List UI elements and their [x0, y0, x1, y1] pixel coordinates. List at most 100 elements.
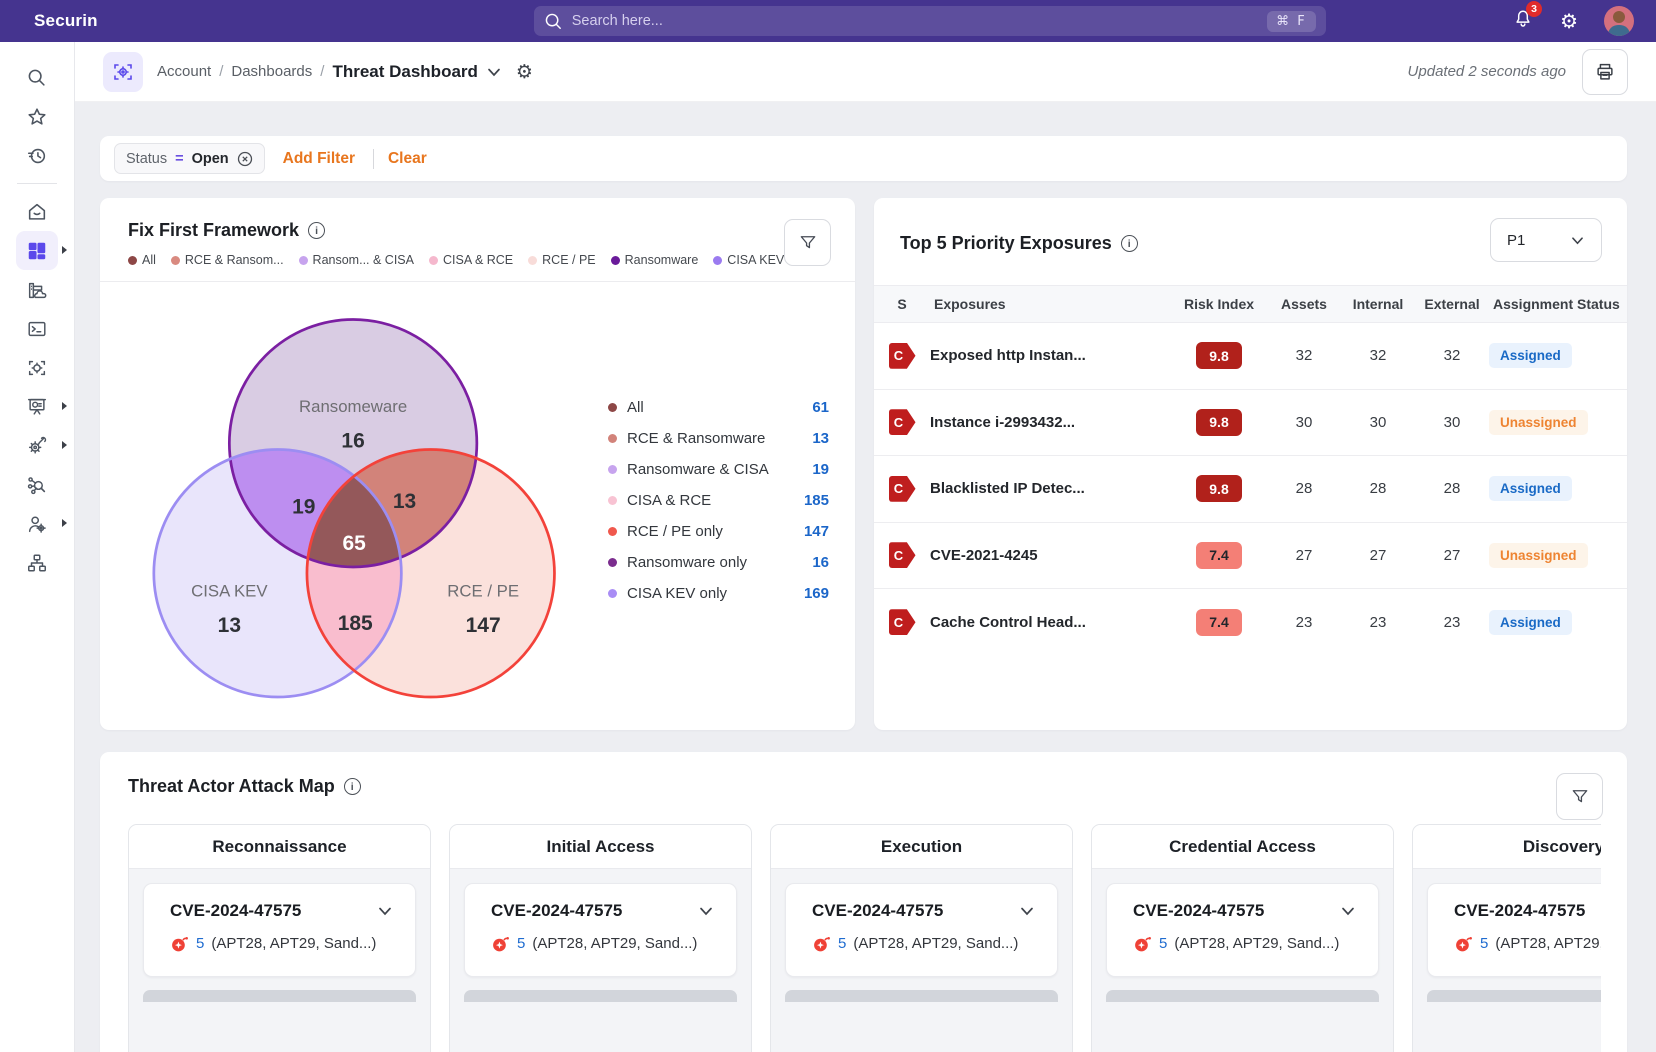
legend-chip[interactable]: RCE / PE — [528, 253, 596, 267]
cve-id[interactable]: CVE-2024-47575 — [491, 901, 623, 920]
legend-chip[interactable]: CISA KEV — [713, 253, 784, 267]
legend-chip[interactable]: CISA & RCE — [428, 253, 513, 267]
home-icon — [28, 203, 46, 220]
sidebar-item-asset-inventory[interactable] — [16, 270, 58, 309]
flyout-arrow-icon — [62, 441, 67, 449]
venn-diagram[interactable]: Ransomeware 16 CISA KEV 13 RCE / PE 147 … — [120, 288, 582, 718]
legend-chip[interactable]: All — [128, 253, 156, 267]
table-row[interactable]: C Exposed http Instan... 9.8 32 32 32 As… — [874, 323, 1627, 390]
search-input[interactable] — [571, 13, 1268, 29]
attack-map-columns: Reconnaissance CVE-2024-47575 — [128, 824, 1601, 1052]
legend-row[interactable]: CISA & RCE 185 — [608, 485, 829, 516]
priority-selector-dropdown[interactable]: P1 — [1490, 218, 1602, 262]
threat-actor-count[interactable]: 5 — [1159, 935, 1168, 952]
threat-actor-count[interactable]: 5 — [838, 935, 847, 952]
sidebar-item-settings-tools[interactable] — [16, 426, 67, 465]
dashboard-grid-icon — [28, 242, 46, 259]
dashboard-settings-icon[interactable]: ⚙ — [515, 60, 533, 83]
exposure-name[interactable]: Exposed http Instan... — [930, 347, 1086, 365]
presentation-report-icon — [28, 398, 46, 415]
remove-filter-icon[interactable] — [237, 151, 253, 167]
notifications-button[interactable]: 3 — [1512, 0, 1543, 35]
threat-actor-count[interactable]: 5 — [1480, 935, 1489, 952]
legend-row[interactable]: All 61 — [608, 392, 829, 423]
tactic-column-initial-access: Initial Access CVE-2024-47575 — [449, 824, 752, 1052]
print-button[interactable] — [1582, 48, 1628, 95]
table-row[interactable]: C Instance i-2993432... 9.8 30 30 30 Una… — [874, 390, 1627, 456]
exposure-name[interactable]: CVE-2021-4245 — [930, 546, 1038, 564]
sidebar-item-reports[interactable] — [16, 387, 67, 426]
cve-id[interactable]: CVE-2024-47575 — [170, 901, 302, 920]
exposure-name[interactable]: Instance i-2993432... — [930, 413, 1076, 431]
main-content: Status = Open Add Filter Clear Fix First… — [75, 102, 1656, 1052]
legend-row[interactable]: Ransomware & CISA 19 — [608, 454, 829, 485]
chevron-down-icon[interactable] — [1019, 905, 1035, 917]
breadcrumb-dashboards[interactable]: Dashboards — [231, 63, 313, 80]
next-card-peek — [1106, 990, 1379, 1002]
sidebar-item-console[interactable] — [16, 309, 58, 348]
cve-card[interactable]: CVE-2024-47575 5 — [143, 883, 416, 977]
legend-row[interactable]: RCE & Ransomware 13 — [608, 423, 829, 454]
user-avatar[interactable] — [1604, 6, 1634, 36]
dashboard-breadcrumb-icon-box — [103, 51, 143, 92]
table-row[interactable]: C Cache Control Head... 7.4 23 23 23 Ass… — [874, 589, 1627, 656]
venn-legend-chips: All RCE & Ransom... Ransom... & CISA CIS… — [128, 253, 831, 267]
status-badge: Unassigned — [1489, 409, 1588, 435]
chevron-down-icon[interactable] — [1340, 905, 1356, 917]
breadcrumb-account[interactable]: Account — [157, 63, 212, 80]
info-icon[interactable]: i — [343, 778, 361, 795]
next-card-peek — [143, 990, 416, 1002]
venn-label: Ransomeware — [299, 397, 407, 416]
venn-value: 16 — [341, 429, 364, 452]
sidebar-item-search[interactable] — [16, 58, 58, 97]
exposure-name[interactable]: Blacklisted IP Detec... — [930, 480, 1085, 498]
add-filter-button[interactable]: Add Filter — [282, 149, 355, 167]
table-row[interactable]: C Blacklisted IP Detec... 9.8 28 28 28 A… — [874, 456, 1627, 523]
next-card-peek — [1427, 990, 1601, 1002]
venn-legend-list: All 61 RCE & Ransomware 13 Ransomware & CI… — [582, 392, 829, 718]
tactic-column-credential-access: Credential Access CVE-2024-47575 — [1091, 824, 1394, 1052]
table-row[interactable]: C CVE-2021-4245 7.4 27 27 27 Unassigned — [874, 523, 1627, 589]
venn-filter-button[interactable] — [784, 219, 831, 266]
clear-filters-button[interactable]: Clear — [387, 149, 427, 167]
chevron-down-icon[interactable] — [698, 905, 714, 917]
cve-card[interactable]: CVE-2024-47575 5 — [1427, 883, 1601, 977]
info-icon[interactable]: i — [1120, 235, 1138, 252]
info-icon[interactable]: i — [308, 222, 326, 239]
top-navbar: Securin ⌘ F 3 ⚙ — [0, 0, 1656, 42]
cve-card[interactable]: CVE-2024-47575 5 — [785, 883, 1058, 977]
legend-row[interactable]: CISA KEV only 169 — [608, 578, 829, 609]
sidebar-item-threat-scope[interactable] — [16, 348, 58, 387]
venn-overlap-all[interactable] — [306, 449, 555, 698]
sidebar-item-history[interactable] — [16, 136, 58, 175]
settings-gear-icon[interactable]: ⚙ — [1560, 9, 1578, 33]
legend-chip[interactable]: Ransomware — [610, 253, 698, 267]
exposure-name[interactable]: Cache Control Head... — [930, 613, 1086, 631]
threat-actor-count[interactable]: 5 — [517, 935, 526, 952]
tactic-column-title: Execution — [771, 825, 1072, 869]
cve-id[interactable]: CVE-2024-47575 — [1133, 901, 1265, 920]
sidebar-item-org-hierarchy[interactable] — [16, 543, 58, 582]
sidebar-item-attack-surface[interactable] — [16, 465, 58, 504]
sidebar-item-dashboards[interactable] — [16, 231, 67, 270]
legend-chip[interactable]: RCE & Ransom... — [170, 253, 284, 267]
venn-value: 65 — [342, 532, 366, 555]
filter-chip-status[interactable]: Status = Open — [114, 143, 265, 174]
sidebar-item-home[interactable] — [16, 192, 58, 231]
legend-chip[interactable]: Ransom... & CISA — [298, 253, 414, 267]
global-search[interactable]: ⌘ F — [533, 6, 1326, 36]
tactic-column-execution: Execution CVE-2024-47575 — [770, 824, 1073, 1052]
attack-map-filter-button[interactable] — [1556, 773, 1603, 820]
legend-row[interactable]: Ransomware only 16 — [608, 547, 829, 578]
sidebar-item-favorites[interactable] — [16, 97, 58, 136]
sidebar-item-user-management[interactable] — [16, 504, 67, 543]
cve-id[interactable]: CVE-2024-47575 — [1454, 901, 1586, 920]
cve-card[interactable]: CVE-2024-47575 5 — [464, 883, 737, 977]
chevron-down-icon[interactable] — [486, 66, 502, 78]
cve-card[interactable]: CVE-2024-47575 5 — [1106, 883, 1379, 977]
threat-actor-count[interactable]: 5 — [196, 935, 205, 952]
chevron-down-icon[interactable] — [377, 905, 393, 917]
cve-id[interactable]: CVE-2024-47575 — [812, 901, 944, 920]
legend-row[interactable]: RCE / PE only 147 — [608, 516, 829, 547]
history-clock-icon — [27, 148, 46, 163]
